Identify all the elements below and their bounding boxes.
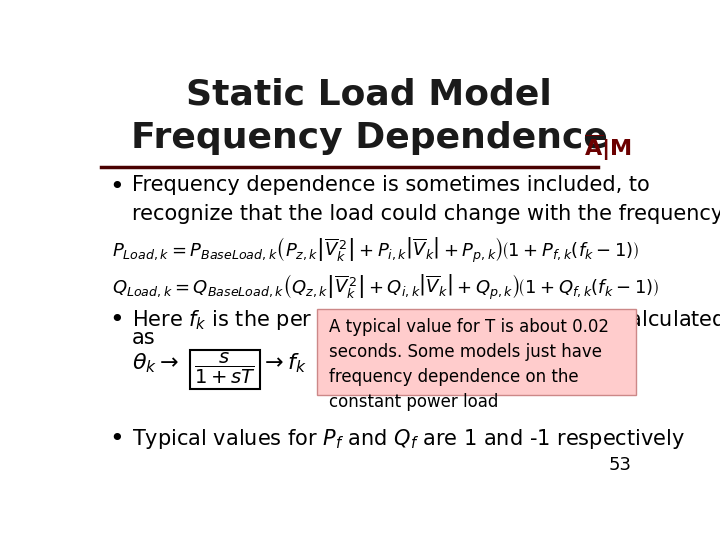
Text: $\dfrac{s}{1+sT}$: $\dfrac{s}{1+sT}$ (194, 351, 256, 386)
Text: $P_{Load,k} = P_{BaseLoad,k}\left(P_{z,k}\left|\overline{V}_k^{\,2}\right|+P_{i,: $P_{Load,k} = P_{BaseLoad,k}\left(P_{z,k… (112, 235, 639, 265)
Text: •: • (109, 175, 125, 199)
FancyBboxPatch shape (190, 349, 260, 389)
Text: $\rightarrow f_k$: $\rightarrow f_k$ (260, 352, 307, 375)
Text: •: • (109, 427, 125, 450)
Text: Frequency dependence is sometimes included, to
recognize that the load could cha: Frequency dependence is sometimes includ… (132, 175, 720, 224)
Text: $\theta_k \rightarrow$: $\theta_k \rightarrow$ (132, 352, 179, 375)
Text: as: as (132, 328, 156, 348)
FancyBboxPatch shape (317, 309, 636, 395)
Text: $Q_{Load,k} = Q_{BaseLoad,k}\left(Q_{z,k}\left|\overline{V}_k^{\,2}\right|+Q_{i,: $Q_{Load,k} = Q_{BaseLoad,k}\left(Q_{z,k… (112, 273, 660, 302)
Text: $\mathbf{\overline{A}|\mathbf{M}}$: $\mathbf{\overline{A}|\mathbf{M}}$ (584, 132, 631, 163)
Text: Frequency Dependence: Frequency Dependence (130, 121, 608, 155)
Text: 53: 53 (608, 456, 631, 474)
Text: A typical value for T is about 0.02
seconds. Some models just have
frequency dep: A typical value for T is about 0.02 seco… (329, 319, 609, 411)
Text: Typical values for $P_f$ and $Q_f$ are 1 and -1 respectively: Typical values for $P_f$ and $Q_f$ are 1… (132, 427, 685, 450)
Text: •: • (109, 308, 125, 332)
Text: Here $f_k$ is the per unit bus frequency, which is calculated: Here $f_k$ is the per unit bus frequency… (132, 308, 720, 332)
Text: Static Load Model: Static Load Model (186, 77, 552, 111)
